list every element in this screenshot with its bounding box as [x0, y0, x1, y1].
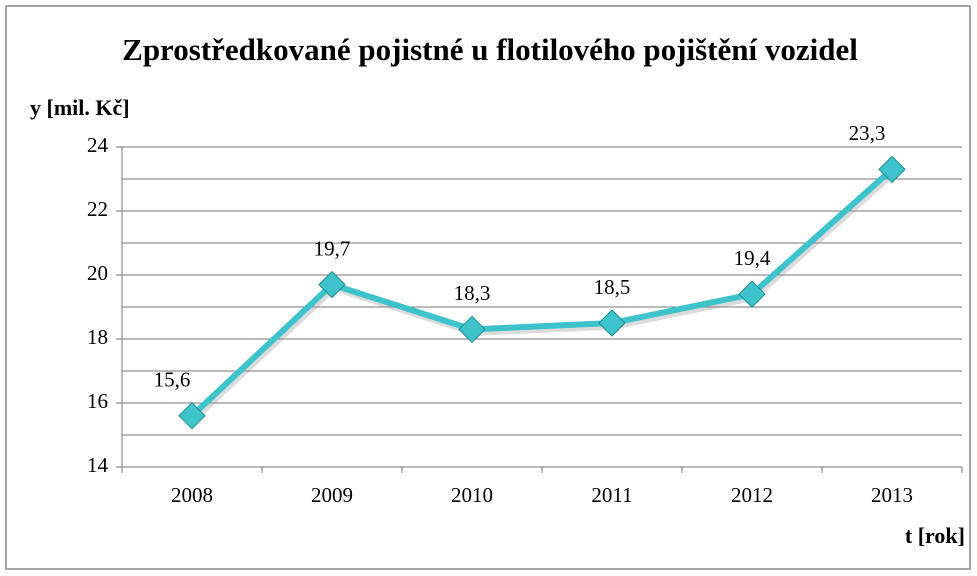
- data-label: 15,6: [154, 368, 191, 392]
- data-point: [878, 155, 906, 184]
- chart-border: [5, 5, 971, 570]
- line-shadow: [191, 169, 897, 422]
- x-tick-label: 2012: [731, 483, 773, 507]
- y-axis-label: y [mil. Kč]: [30, 95, 130, 120]
- x-tick-label: 2009: [311, 483, 353, 507]
- x-tick-label: 2011: [591, 483, 632, 507]
- y-tick-label: 18: [87, 325, 108, 349]
- x-tick-label: 2010: [451, 483, 493, 507]
- data-label: 18,3: [454, 281, 491, 305]
- x-tick-label: 2013: [871, 483, 913, 507]
- y-tick-label: 16: [87, 389, 108, 413]
- y-tick-label: 14: [87, 453, 109, 477]
- y-tick-label: 22: [87, 197, 108, 221]
- data-point: [738, 280, 766, 308]
- data-point: [598, 309, 626, 337]
- data-label: 18,5: [594, 275, 631, 299]
- data-point: [178, 402, 206, 430]
- x-axis-label: t [rok]: [905, 523, 965, 548]
- chart-title: Zprostředkované pojistné u flotilového p…: [122, 32, 858, 67]
- x-tick-label: 2008: [171, 483, 213, 507]
- data-label: 19,7: [314, 236, 351, 260]
- data-line: [189, 167, 894, 418]
- data-point: [458, 315, 486, 344]
- y-tick-label: 20: [87, 261, 108, 285]
- y-tick-label: 24: [87, 133, 109, 157]
- data-label: 23,3: [849, 121, 886, 145]
- data-label: 19,4: [734, 246, 771, 270]
- data-point: [318, 270, 346, 299]
